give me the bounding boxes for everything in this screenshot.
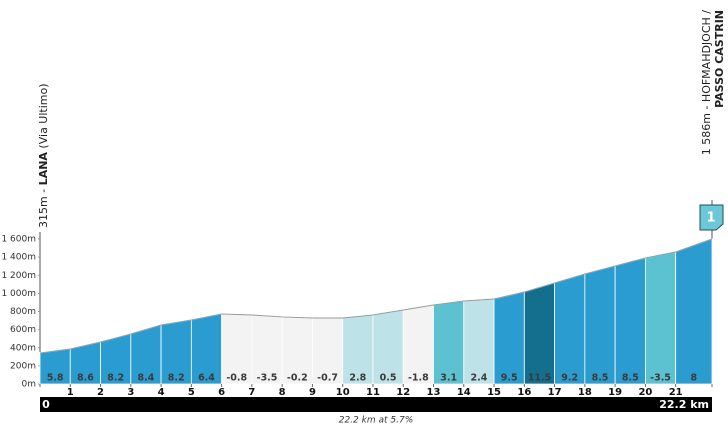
gradient-label: 8	[691, 373, 698, 384]
gradient-label: 2.8	[349, 373, 366, 384]
y-tick-label: 1 400m	[1, 253, 36, 263]
start-name: LANA	[37, 152, 50, 186]
x-tick-label: 15	[487, 387, 501, 398]
y-tick-label: 400m	[10, 343, 36, 353]
segment	[584, 265, 616, 385]
y-tick-label: 1 000m	[1, 289, 36, 299]
x-tick-label: 8	[279, 387, 286, 398]
segment	[614, 257, 646, 385]
gradient-label: 9.5	[501, 373, 518, 384]
segment	[523, 282, 555, 385]
gradient-label: 8.2	[107, 373, 124, 384]
gradient-label: 5.8	[47, 373, 64, 384]
gradient-label: 8.4	[138, 373, 155, 384]
x-tick-label: 16	[517, 387, 531, 398]
finish-flag	[699, 204, 724, 231]
x-tick-label: 9	[309, 387, 316, 398]
y-tick-label: 600m	[10, 325, 36, 335]
gradient-label: 8.5	[622, 373, 639, 384]
gradient-label: -0.8	[226, 373, 247, 384]
flag-number: 1	[706, 211, 715, 226]
x-tick-label: 7	[248, 387, 255, 398]
finish-line1: 1 586m - HOFMAHDJOCH /	[700, 10, 713, 156]
y-tick-label: 1 200m	[1, 271, 36, 281]
finish-line2: PASSO CASTRIN	[713, 10, 726, 108]
segment	[493, 291, 525, 385]
x-tick-label: 2	[97, 387, 104, 398]
gradient-label: -3.5	[650, 373, 671, 384]
x-tick-label: 0	[42, 398, 50, 411]
x-tick-label: 6	[218, 387, 225, 398]
x-tick-label: 21	[669, 387, 683, 398]
x-tick-label: 4	[158, 387, 165, 398]
gradient-label: -3.5	[257, 373, 278, 384]
y-tick-label: 1 600m	[1, 235, 36, 245]
gradient-label: -0.2	[287, 373, 308, 384]
x-tick-label: 12	[396, 387, 410, 398]
gradient-label: 2.4	[470, 373, 487, 384]
segment	[554, 273, 586, 385]
y-tick-label: 0m	[22, 380, 37, 390]
x-tick-label: 5	[188, 387, 195, 398]
gradient-label: 9.2	[561, 373, 578, 384]
gradient-label: 11.5	[528, 373, 551, 384]
gradient-label: -0.7	[317, 373, 338, 384]
gradient-label: 8.6	[77, 373, 94, 384]
distance-bar	[40, 397, 712, 412]
x-tick-label: 20	[638, 387, 652, 398]
gradient-label: 6.4	[198, 373, 215, 384]
x-tick-label: 18	[578, 387, 592, 398]
segment	[645, 251, 677, 385]
segment	[463, 298, 495, 385]
x-tick-label: 19	[608, 387, 622, 398]
start-note: (Via Ultimo)	[37, 83, 50, 148]
gradient-label: 8.5	[592, 373, 609, 384]
subtitle: 22.2 km at 5.7%	[339, 416, 414, 426]
y-tick-label: 800m	[10, 307, 36, 317]
x-tick-label: 10	[336, 387, 350, 398]
gradient-label: 0.5	[380, 373, 397, 384]
x-tick-label: 22.2 km	[659, 398, 709, 411]
x-tick-label: 1	[67, 387, 74, 398]
x-tick-label: 13	[427, 387, 441, 398]
gradient-label: -1.8	[408, 373, 429, 384]
x-tick-label: 17	[548, 387, 562, 398]
x-tick-label: 3	[127, 387, 134, 398]
gradient-label: 8.2	[168, 373, 185, 384]
profile-line	[39, 238, 713, 354]
segment	[675, 238, 713, 385]
x-tick-label: 11	[366, 387, 380, 398]
start-elevation: 315m -	[37, 189, 50, 228]
x-tick-label: 14	[457, 387, 471, 398]
gradient-label: 3.1	[440, 373, 457, 384]
y-tick-label: 200m	[10, 361, 36, 371]
start-label: 315m - LANA (Via Ultimo)	[37, 83, 50, 228]
